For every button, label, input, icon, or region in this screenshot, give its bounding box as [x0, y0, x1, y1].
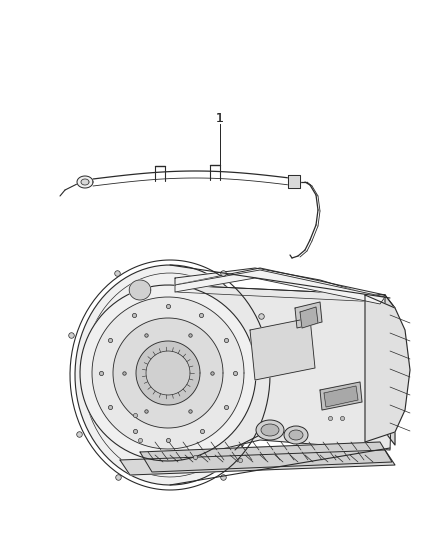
Polygon shape	[120, 450, 395, 475]
Ellipse shape	[284, 426, 308, 444]
Polygon shape	[146, 351, 190, 395]
Polygon shape	[77, 176, 93, 188]
Polygon shape	[365, 295, 410, 442]
Polygon shape	[175, 268, 390, 315]
Polygon shape	[92, 297, 244, 449]
Text: 1: 1	[216, 111, 224, 125]
Text: 1: 1	[216, 111, 224, 125]
Ellipse shape	[261, 424, 279, 436]
Polygon shape	[385, 295, 395, 445]
Polygon shape	[153, 358, 183, 388]
Polygon shape	[80, 285, 256, 461]
Polygon shape	[320, 382, 362, 410]
Polygon shape	[175, 270, 385, 304]
Ellipse shape	[289, 430, 303, 440]
Polygon shape	[140, 442, 392, 472]
Polygon shape	[175, 285, 395, 460]
Polygon shape	[81, 179, 89, 185]
Polygon shape	[113, 318, 223, 428]
Polygon shape	[295, 302, 322, 328]
Polygon shape	[136, 341, 200, 405]
Polygon shape	[75, 265, 265, 485]
Polygon shape	[288, 175, 300, 188]
Polygon shape	[175, 268, 390, 310]
Ellipse shape	[256, 420, 284, 440]
Polygon shape	[324, 386, 358, 407]
Polygon shape	[300, 307, 318, 328]
Polygon shape	[129, 280, 151, 300]
Polygon shape	[250, 318, 315, 380]
